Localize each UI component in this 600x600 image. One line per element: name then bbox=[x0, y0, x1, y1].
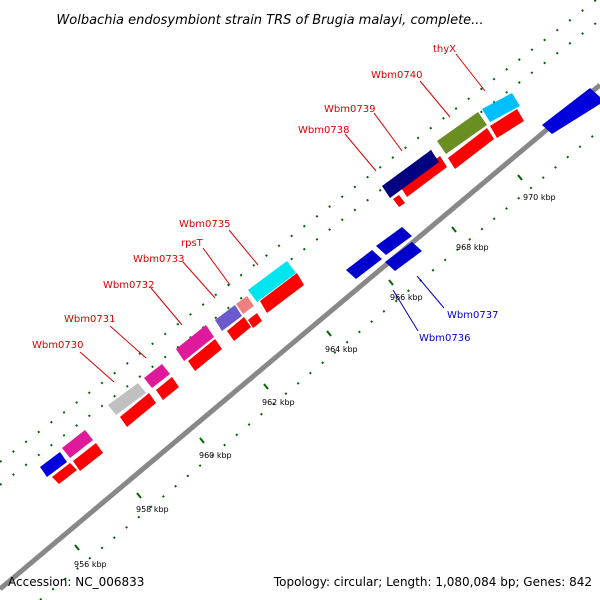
cds-feature bbox=[400, 156, 447, 197]
tick-label-962: 962 kbp bbox=[262, 398, 295, 407]
gene-feature bbox=[382, 150, 439, 198]
cds-feature bbox=[120, 393, 156, 427]
gene-label-wbm0731: Wbm0731 bbox=[64, 314, 115, 325]
genome-backbone bbox=[0, 83, 600, 591]
cds-feature bbox=[490, 109, 524, 138]
tick-label-966: 966 kbp bbox=[390, 293, 423, 302]
gene-feature bbox=[346, 250, 382, 279]
tick-label-968: 968 kbp bbox=[456, 243, 489, 252]
gene-feature bbox=[482, 93, 520, 122]
map-title: Wolbachia endosymbiont strain TRS of Bru… bbox=[56, 13, 483, 28]
gene-label-wbm0732: Wbm0732 bbox=[103, 280, 154, 291]
gene-feature bbox=[108, 383, 146, 415]
tick-marks bbox=[74, 174, 523, 551]
gene-feature bbox=[144, 364, 170, 388]
cds-feature bbox=[393, 195, 405, 207]
gene-track-reverse bbox=[346, 88, 600, 279]
gene-feature bbox=[542, 88, 600, 134]
gene-feature bbox=[40, 452, 67, 477]
tick-labels: 956 kbp 958 kbp 960 kbp 962 kbp 964 kbp … bbox=[74, 193, 556, 569]
gene-label-wbm0739: Wbm0739 bbox=[324, 104, 375, 115]
gene-feature bbox=[385, 242, 422, 271]
gene-label-wbm0735: Wbm0735 bbox=[179, 219, 230, 230]
gene-label-wbm0733: Wbm0733 bbox=[133, 254, 184, 265]
cds-feature bbox=[248, 313, 262, 328]
gene-labels-forward: Wbm0730 Wbm0731 Wbm0732 Wbm0733 rpsT Wbm… bbox=[32, 44, 456, 351]
gene-feature bbox=[62, 430, 93, 458]
gene-label-wbm0740: Wbm0740 bbox=[371, 70, 422, 81]
gene-feature bbox=[248, 261, 296, 302]
cds-track bbox=[52, 109, 524, 484]
gene-feature bbox=[437, 112, 487, 154]
tick-label-964: 964 kbp bbox=[325, 345, 358, 354]
cds-feature bbox=[448, 128, 494, 169]
gene-feature bbox=[176, 325, 214, 361]
tick-label-956: 956 kbp bbox=[74, 560, 107, 569]
genome-summary: Topology: circular; Length: 1,080,084 bp… bbox=[273, 575, 592, 589]
tick-label-960: 960 kbp bbox=[199, 451, 232, 460]
gene-labels-reverse: Wbm0736 Wbm0737 bbox=[419, 310, 498, 344]
label-leaders bbox=[79, 53, 486, 383]
gene-label-thyx: thyX bbox=[433, 44, 456, 55]
cds-feature bbox=[156, 377, 179, 400]
gene-feature bbox=[215, 305, 242, 331]
tick-label-958: 958 kbp bbox=[136, 505, 169, 514]
accession-label: Accession: NC_006833 bbox=[8, 575, 144, 589]
cds-feature bbox=[52, 463, 77, 484]
gene-label-wbm0736: Wbm0736 bbox=[419, 333, 470, 344]
gene-track-forward bbox=[40, 93, 520, 477]
gene-label-wbm0737: Wbm0737 bbox=[447, 310, 498, 321]
cds-feature bbox=[188, 339, 222, 371]
gene-feature bbox=[376, 227, 412, 255]
gene-label-wbm0730: Wbm0730 bbox=[32, 340, 83, 351]
cds-feature bbox=[227, 317, 251, 341]
cds-feature bbox=[73, 443, 103, 471]
cds-feature bbox=[260, 273, 304, 313]
gene-label-wbm0738: Wbm0738 bbox=[298, 125, 349, 136]
gene-feature bbox=[236, 296, 254, 314]
tick-label-970: 970 kbp bbox=[523, 193, 556, 202]
gene-label-rpst: rpsT bbox=[181, 238, 204, 249]
